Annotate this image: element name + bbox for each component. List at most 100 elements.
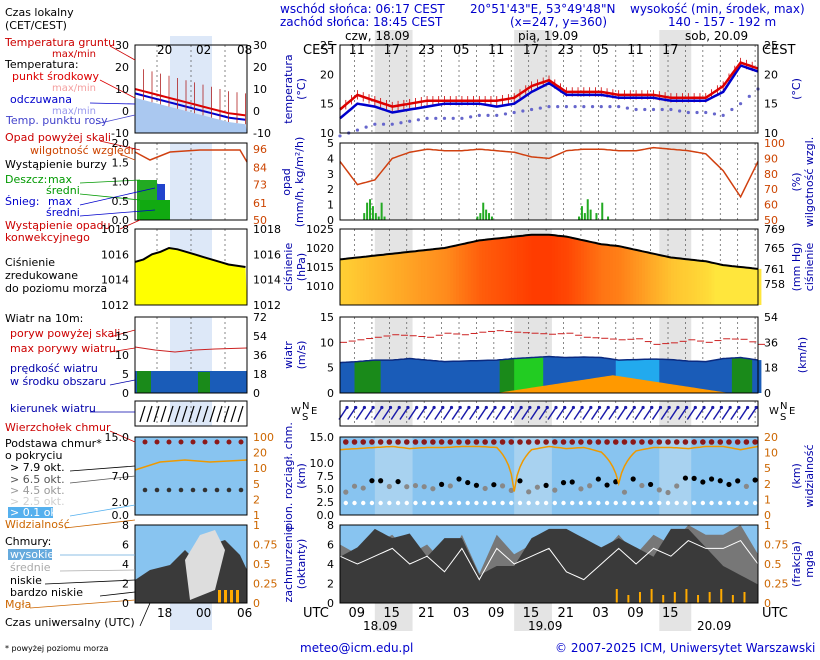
- cover-white-line: [339, 539, 759, 581]
- rain-bar: [383, 216, 386, 220]
- mini-humidity-tick: 61: [253, 197, 267, 210]
- pressure-column: [508, 237, 512, 305]
- mini-wind-area: [135, 371, 247, 393]
- legend-leader-line: [109, 329, 136, 338]
- wind-speed-column: [624, 359, 628, 393]
- mini-visibility-tick: 20: [253, 447, 267, 460]
- cloud-base-dot: [735, 478, 741, 484]
- legend-leader-line: [119, 153, 136, 161]
- legend-leader-line: [44, 579, 136, 585]
- dew-point-dot: [451, 116, 455, 120]
- pressure-column: [705, 261, 710, 305]
- legend-cloud-base1: Podstawa chmur*: [5, 437, 102, 450]
- dew-point-dot: [590, 105, 595, 109]
- tz-bottom-left: UTC: [303, 606, 329, 621]
- wind-direction-arrow: [503, 407, 514, 420]
- compass-letter: W: [291, 406, 301, 417]
- wind-direction-arrow: [486, 407, 496, 420]
- cloud-base-dot-low: [630, 500, 636, 506]
- wind-speed-column: [702, 361, 707, 393]
- cloud-base-dot-low: [378, 500, 383, 506]
- pressure-column: [400, 252, 405, 305]
- cloud-tick-left: 15.0: [310, 431, 335, 444]
- cloud-base-dot: [343, 489, 349, 495]
- compass-letter: N: [302, 401, 309, 412]
- pressure-column: [662, 255, 666, 305]
- wind-tick-left: 5: [327, 362, 334, 375]
- mini-temp-tick-left: 10: [115, 83, 129, 96]
- cloud-base-dot-low: [683, 500, 688, 506]
- wind-speed-column: [482, 360, 486, 393]
- dew-point-dot: [460, 116, 464, 120]
- cloud-base-dot: [447, 483, 453, 489]
- cloud-base-dot-low: [691, 500, 697, 506]
- cover-low-area: [340, 528, 758, 603]
- mini-wind-tick-right: 54: [253, 330, 267, 343]
- cloud-base-dot: [552, 487, 558, 493]
- axis-cloud-unit: (km): [295, 463, 308, 489]
- wind-speed-column: [688, 361, 692, 393]
- cloud-base-dot-low: [439, 500, 444, 506]
- precip-tick-left: 5: [327, 137, 334, 150]
- wind-arrow-head: [728, 405, 732, 410]
- mini-fog-bar: [218, 590, 221, 603]
- cloud-base-dot-low: [500, 500, 505, 506]
- night-band: [659, 143, 692, 220]
- mini-cloud-tick: 7.0: [112, 470, 130, 483]
- mini-wind-arrow: [202, 405, 209, 423]
- mini-fog-bar: [224, 590, 227, 603]
- precip-tick-left: 1: [327, 199, 334, 212]
- wind-direction-arrow: [738, 407, 749, 420]
- footer-email[interactable]: meteo@icm.edu.pl: [300, 641, 413, 655]
- pressure-column: [345, 258, 350, 305]
- dew-point-dot: [599, 105, 603, 109]
- compass-letter: S: [780, 412, 786, 423]
- mini-cloud-top-dot: [190, 439, 196, 445]
- dew-point-dot: [704, 110, 708, 115]
- wind-speed-column: [578, 357, 582, 393]
- wind-speed-column: [598, 357, 602, 393]
- cloud-base-dot: [378, 478, 384, 484]
- mini-panel-frame: [134, 316, 248, 394]
- wind-arrow-head: [423, 405, 427, 410]
- wind-speed-column: [537, 357, 541, 393]
- grid-text: (x=247, y=360): [510, 15, 607, 29]
- hour-label-top: 23: [418, 43, 435, 58]
- cloud-top-dot: [491, 439, 497, 445]
- mini-cloud-base-dot: [142, 487, 148, 493]
- cloud-base-dot-low: [735, 500, 740, 506]
- wind-speed-column: [395, 359, 399, 393]
- wind-speed-column: [357, 361, 361, 393]
- wind-direction-arrow: [425, 407, 435, 420]
- fog-bar: [650, 589, 653, 603]
- cloud-base-dot-low: [465, 500, 470, 506]
- wind-direction-arrow: [599, 407, 609, 420]
- pressure-column: [464, 243, 469, 305]
- cloud-base-dot: [465, 479, 471, 486]
- fog-tick-right: 0.25: [764, 578, 789, 591]
- felt-temp-line: [339, 64, 759, 120]
- wind-direction-arrow: [512, 407, 522, 420]
- legend-soil-temp: Temperatura gruntu: [4, 36, 115, 49]
- wind-arrow-head: [510, 405, 515, 410]
- legend-pressure3: do poziomu morza: [5, 282, 107, 295]
- pressure-column: [737, 266, 742, 305]
- wind-speed-column: [383, 360, 387, 393]
- pressure-column: [621, 246, 625, 305]
- pressure-column: [490, 239, 495, 305]
- wind-direction-arrow: [651, 407, 662, 420]
- cloud-base-dot-low: [613, 500, 618, 506]
- cloud-base-dot-low: [430, 500, 436, 506]
- pressure-column: [694, 260, 698, 305]
- pressure-column: [461, 244, 466, 305]
- wind-direction-arrow: [669, 407, 679, 420]
- wind-speed-column: [595, 357, 599, 393]
- wind-speed-column: [429, 360, 434, 393]
- wind-speed-column: [502, 359, 506, 393]
- pressure-column: [549, 234, 553, 305]
- wind-speed-column: [676, 360, 681, 393]
- pressure-column: [534, 234, 538, 305]
- mini-temp-tick-right: 10: [253, 83, 267, 96]
- cloud-top-dot: [569, 439, 576, 445]
- pressure-column: [456, 245, 460, 305]
